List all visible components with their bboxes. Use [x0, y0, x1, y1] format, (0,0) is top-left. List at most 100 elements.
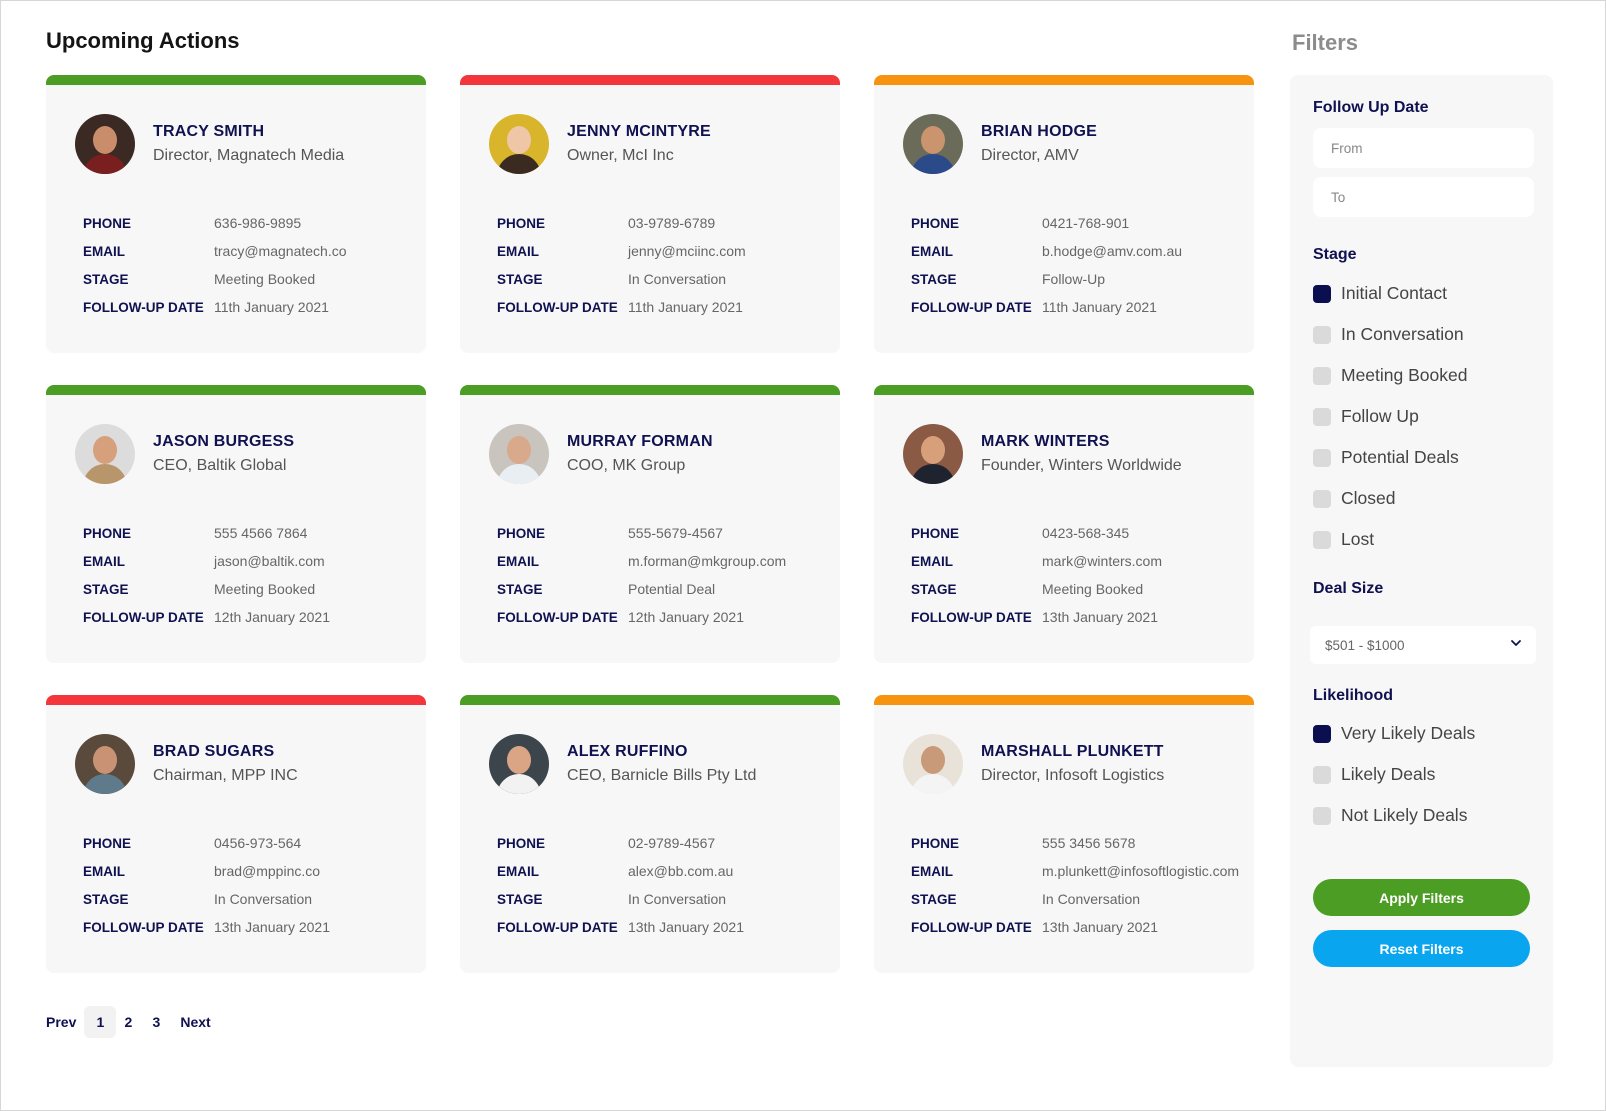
filter-checkbox-option[interactable]: Initial Contact [1313, 273, 1467, 314]
status-bar [46, 385, 426, 395]
checkbox[interactable] [1313, 489, 1331, 508]
status-bar [46, 75, 426, 85]
checkbox[interactable] [1313, 806, 1331, 825]
followup-row: FOLLOW-UP DATE 13th January 2021 [911, 603, 1162, 631]
avatar [75, 424, 135, 484]
checkbox[interactable] [1313, 530, 1331, 549]
contact-title: Director, Infosoft Logistics [981, 767, 1165, 784]
card-header: JENNY MCINTYRE Owner, McI Inc [489, 114, 711, 174]
contact-details: PHONE 0456-973-564 EMAIL brad@mppinc.co … [83, 829, 330, 941]
avatar-face [921, 746, 945, 774]
checkbox[interactable] [1313, 366, 1331, 385]
email-label: EMAIL [911, 863, 953, 879]
stage-value: In Conversation [214, 891, 313, 907]
checkbox[interactable] [1313, 724, 1331, 743]
reset-filters-button[interactable]: Reset Filters [1313, 930, 1530, 967]
contact-title: COO, MK Group [567, 457, 686, 474]
phone-label: PHONE [83, 215, 132, 231]
stage-row: STAGE In Conversation [497, 885, 744, 913]
filter-checkbox-option[interactable]: Follow Up [1313, 396, 1467, 437]
deal-size-select[interactable]: $501 - $1000 [1310, 626, 1536, 664]
filter-checkbox-option[interactable]: Meeting Booked [1313, 355, 1467, 396]
filters-title: Filters [1292, 30, 1359, 55]
contact-card[interactable]: MARK WINTERS Founder, Winters Worldwide … [874, 385, 1254, 663]
contact-card[interactable]: BRAD SUGARS Chairman, MPP INC PHONE 0456… [46, 695, 426, 973]
phone-value: 555 3456 5678 [1042, 835, 1136, 851]
checkbox-label: Not Likely Deals [1341, 805, 1468, 825]
checkbox[interactable] [1313, 407, 1331, 426]
follow-up-to-input[interactable] [1313, 177, 1534, 217]
contact-title: Director, AMV [981, 147, 1079, 164]
phone-value: 636-986-9895 [214, 215, 302, 231]
contact-name: JENNY MCINTYRE [567, 123, 711, 140]
filter-checkbox-option[interactable]: In Conversation [1313, 314, 1467, 355]
stage-row: STAGE Potential Deal [497, 575, 786, 603]
avatar-body [497, 464, 541, 484]
apply-filters-button[interactable]: Apply Filters [1313, 879, 1530, 916]
contact-card[interactable]: JENNY MCINTYRE Owner, McI Inc PHONE 03-9… [460, 75, 840, 353]
email-label: EMAIL [83, 243, 125, 259]
filter-checkbox-option[interactable]: Potential Deals [1313, 437, 1467, 478]
phone-label: PHONE [911, 215, 960, 231]
checkbox-label: Likely Deals [1341, 764, 1436, 784]
stage-value: Potential Deal [628, 581, 716, 597]
page-2-link[interactable]: 2 [124, 1014, 133, 1030]
filter-checkbox-option[interactable]: Closed [1313, 478, 1467, 519]
stage-row: STAGE Meeting Booked [83, 265, 347, 293]
stage-value: Follow-Up [1042, 271, 1106, 287]
followup-value: 11th January 2021 [1042, 299, 1157, 315]
stage-row: STAGE Follow-Up [911, 265, 1182, 293]
prev-page-link[interactable]: Prev [46, 1014, 77, 1030]
contact-title: Chairman, MPP INC [153, 767, 298, 784]
avatar-face [93, 436, 117, 464]
contact-card[interactable]: BRIAN HODGE Director, AMV PHONE 0421-768… [874, 75, 1254, 353]
contact-card[interactable]: TRACY SMITH Director, Magnatech Media PH… [46, 75, 426, 353]
filter-checkbox-option[interactable]: Not Likely Deals [1313, 795, 1475, 836]
page-1-link[interactable]: 1 [84, 1006, 117, 1038]
card-header: MURRAY FORMAN COO, MK Group [489, 424, 713, 484]
checkbox[interactable] [1313, 325, 1331, 344]
followup-value: 11th January 2021 [214, 299, 329, 315]
stage-label: STAGE [911, 891, 957, 907]
stage-label: STAGE [911, 271, 957, 287]
contact-title: CEO, Baltik Global [153, 457, 287, 474]
filter-checkbox-option[interactable]: Lost [1313, 519, 1467, 560]
contact-name: MARK WINTERS [981, 433, 1110, 450]
contact-card[interactable]: MURRAY FORMAN COO, MK Group PHONE 555-56… [460, 385, 840, 663]
filter-checkbox-option[interactable]: Very Likely Deals [1313, 713, 1475, 754]
avatar-body [911, 464, 955, 484]
follow-up-from-input[interactable] [1313, 128, 1534, 168]
avatar-face [507, 436, 531, 464]
email-row: EMAIL b.hodge@amv.com.au [911, 237, 1182, 265]
avatar [903, 424, 963, 484]
contact-title: Founder, Winters Worldwide [981, 457, 1182, 474]
checkbox-label: Very Likely Deals [1341, 723, 1476, 743]
email-row: EMAIL jenny@mciinc.com [497, 237, 746, 265]
contact-card[interactable]: MARSHALL PLUNKETT Director, Infosoft Log… [874, 695, 1254, 973]
contact-title: Owner, McI Inc [567, 147, 674, 164]
person-info: MURRAY FORMAN COO, MK Group [567, 433, 713, 475]
filter-checkbox-option[interactable]: Likely Deals [1313, 754, 1475, 795]
checkbox[interactable] [1313, 765, 1331, 784]
contact-details: PHONE 0423-568-345 EMAIL mark@winters.co… [911, 519, 1162, 631]
checkbox-label: In Conversation [1341, 324, 1464, 344]
phone-row: PHONE 0423-568-345 [911, 519, 1162, 547]
person-info: ALEX RUFFINO CEO, Barnicle Bills Pty Ltd [567, 743, 756, 785]
person-info: MARSHALL PLUNKETT Director, Infosoft Log… [981, 743, 1164, 785]
phone-label: PHONE [497, 835, 546, 851]
avatar-body [83, 464, 127, 484]
contact-card[interactable]: ALEX RUFFINO CEO, Barnicle Bills Pty Ltd… [460, 695, 840, 973]
stage-row: STAGE In Conversation [497, 265, 746, 293]
page-3-link[interactable]: 3 [152, 1014, 161, 1030]
checkbox[interactable] [1313, 284, 1331, 303]
followup-label: FOLLOW-UP DATE [911, 609, 1032, 625]
next-page-link[interactable]: Next [180, 1014, 211, 1030]
phone-label: PHONE [911, 525, 960, 541]
contact-card[interactable]: JASON BURGESS CEO, Baltik Global PHONE 5… [46, 385, 426, 663]
checkbox[interactable] [1313, 448, 1331, 467]
email-row: EMAIL brad@mppinc.co [83, 857, 330, 885]
likelihood-heading: Likelihood [1313, 687, 1393, 704]
phone-row: PHONE 636-986-9895 [83, 209, 347, 237]
stage-heading: Stage [1313, 246, 1357, 263]
followup-label: FOLLOW-UP DATE [911, 919, 1032, 935]
